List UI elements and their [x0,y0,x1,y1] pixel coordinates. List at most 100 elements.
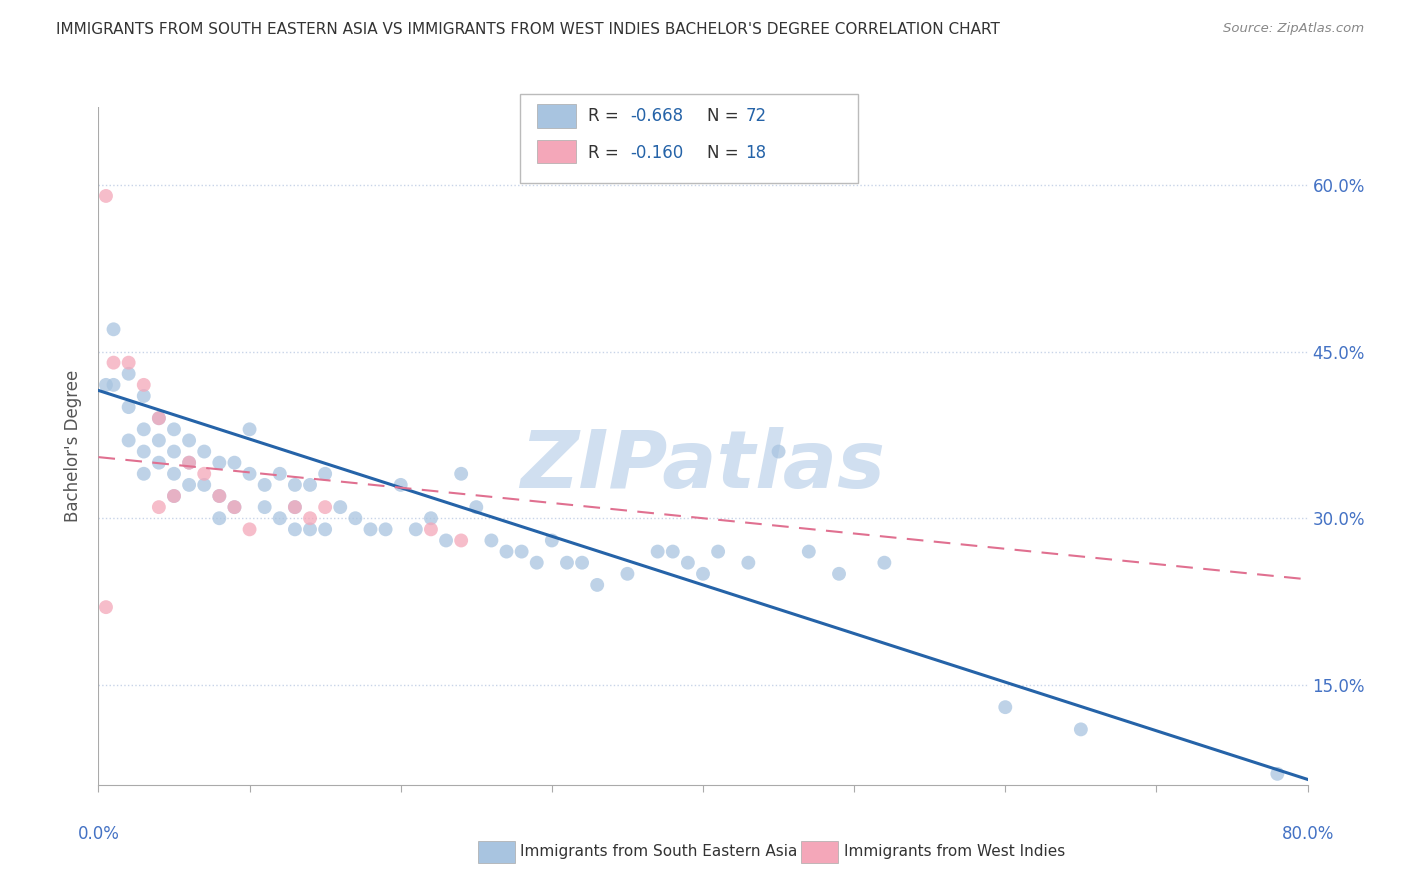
Point [994,700,1017,714]
Point [193,444,215,458]
Point [224,500,246,515]
Point [253,500,276,515]
Text: -0.668: -0.668 [630,107,683,125]
Point [193,478,215,492]
Point [329,500,352,515]
Point [434,533,457,548]
Point [118,434,141,448]
Point [163,467,186,481]
Point [94,600,117,615]
Text: R =: R = [588,144,624,161]
Point [132,467,155,481]
Point [465,500,488,515]
Point [103,322,125,336]
Point [299,522,322,536]
Text: Immigrants from West Indies: Immigrants from West Indies [844,845,1064,859]
Point [299,478,322,492]
Point [224,456,246,470]
Point [148,456,170,470]
Point [662,544,685,558]
Point [132,389,155,403]
Point [450,467,472,481]
Point [555,556,578,570]
Point [239,467,262,481]
Point [571,556,593,570]
Point [94,189,117,203]
Point [193,467,215,481]
Point [420,522,443,536]
Point [389,478,412,492]
Point [103,356,125,370]
Point [269,467,291,481]
Point [208,489,231,503]
Point [163,422,186,436]
Point [179,456,201,470]
Y-axis label: Bachelor's Degree: Bachelor's Degree [65,370,83,522]
Point [253,478,276,492]
Point [360,522,382,536]
Point [118,356,141,370]
Point [94,377,117,392]
Point [707,544,730,558]
Point [797,544,820,558]
Point [148,500,170,515]
Point [208,489,231,503]
Point [1267,767,1289,781]
Point [284,500,307,515]
Point [495,544,517,558]
Text: -0.160: -0.160 [630,144,683,161]
Text: 72: 72 [745,107,766,125]
Point [239,422,262,436]
Point [768,444,790,458]
Point [586,578,609,592]
Point [481,533,503,548]
Point [737,556,759,570]
Point [314,522,336,536]
Point [163,489,186,503]
Point [299,511,322,525]
Point [132,444,155,458]
Point [148,411,170,425]
Point [420,511,443,525]
Point [179,456,201,470]
Point [374,522,396,536]
Point [344,511,367,525]
Point [1070,723,1092,737]
Text: 80.0%: 80.0% [1281,825,1334,843]
Text: IMMIGRANTS FROM SOUTH EASTERN ASIA VS IMMIGRANTS FROM WEST INDIES BACHELOR'S DEG: IMMIGRANTS FROM SOUTH EASTERN ASIA VS IM… [56,22,1000,37]
Point [269,511,291,525]
Point [132,377,155,392]
Point [208,511,231,525]
Text: R =: R = [588,107,624,125]
Point [526,556,548,570]
Text: N =: N = [707,144,744,161]
Point [647,544,669,558]
Point [828,566,851,581]
Point [179,478,201,492]
Point [314,500,336,515]
Point [873,556,896,570]
Point [148,411,170,425]
Point [284,522,307,536]
Point [616,566,638,581]
Point [103,377,125,392]
Point [692,566,714,581]
Point [314,467,336,481]
Text: ZIPatlas: ZIPatlas [520,427,886,506]
Point [239,522,262,536]
Point [118,400,141,414]
Point [284,478,307,492]
Point [284,500,307,515]
Point [676,556,699,570]
Point [450,533,472,548]
Point [540,533,562,548]
Point [163,444,186,458]
Text: 18: 18 [745,144,766,161]
Text: N =: N = [707,107,744,125]
Point [118,367,141,381]
Text: Source: ZipAtlas.com: Source: ZipAtlas.com [1223,22,1364,36]
Text: 0.0%: 0.0% [77,825,120,843]
Point [148,434,170,448]
Point [208,456,231,470]
Point [405,522,427,536]
